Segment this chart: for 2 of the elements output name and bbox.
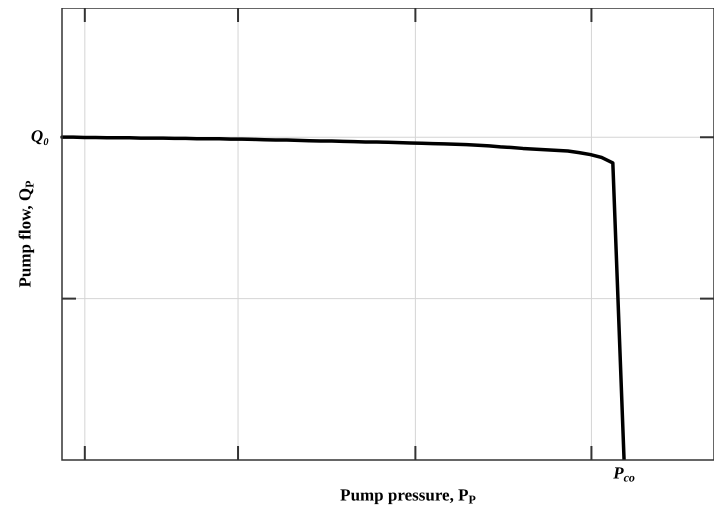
y-axis-title: Pump flow, QP [15, 180, 36, 288]
text: Q₀ [30, 126, 50, 146]
